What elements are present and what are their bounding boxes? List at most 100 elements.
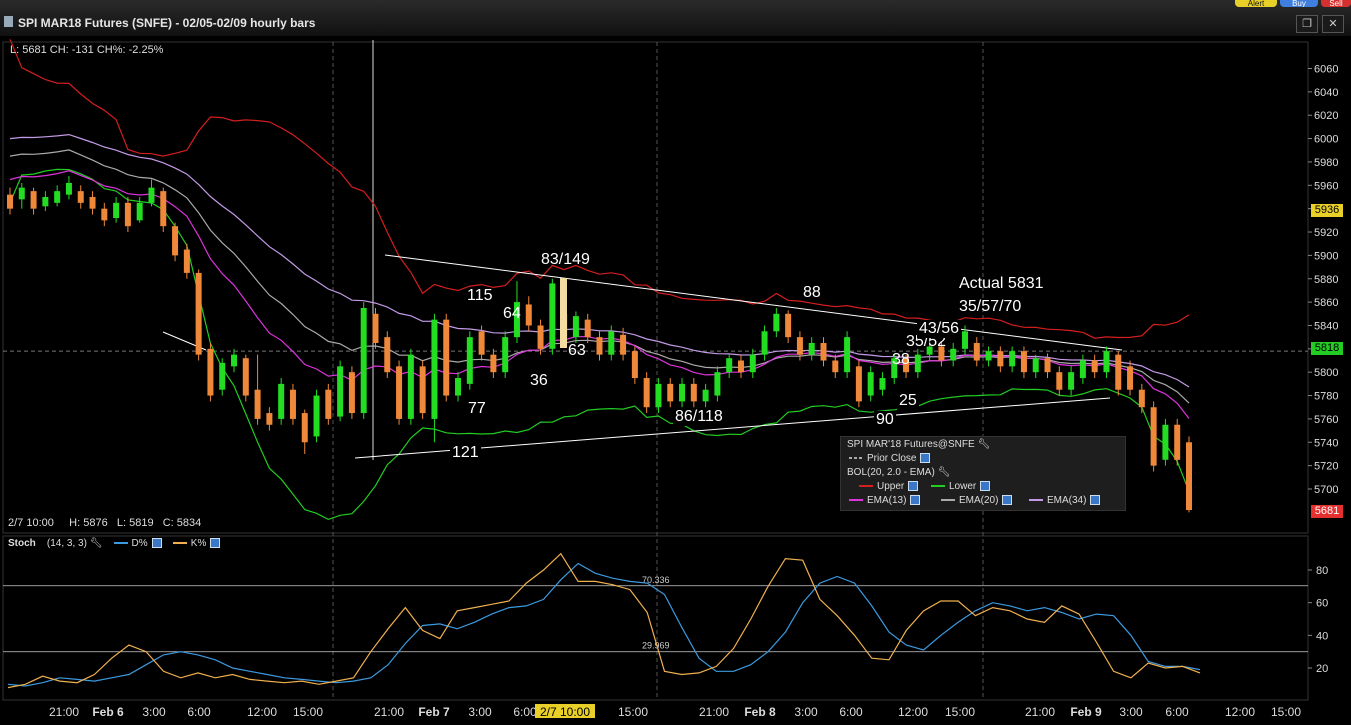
price-chart[interactable]: 6060604060206000598059605940592059005880… xyxy=(0,36,1351,725)
x-axis-label: 21:00 xyxy=(374,705,404,719)
candle-body xyxy=(348,372,355,414)
candle-body xyxy=(219,362,226,390)
candle-body xyxy=(101,208,108,221)
candle-body xyxy=(431,319,438,419)
lower-trendline xyxy=(354,397,1111,459)
x-axis-label: 15:00 xyxy=(618,705,648,719)
ema13-line xyxy=(9,170,1190,419)
annotation-38: 38 xyxy=(892,351,910,368)
price-axis-label: 5780 xyxy=(1314,391,1338,403)
crosshair-info: 2/7 10:00 H: 5876 L: 5819 C: 5834 xyxy=(8,517,201,529)
candle-body xyxy=(42,196,49,207)
prior-close-checkbox[interactable] xyxy=(920,453,931,464)
sell-button[interactable]: Sell xyxy=(1321,0,1351,7)
wrench-icon[interactable]: 🔧︎ xyxy=(977,439,991,450)
legend-ema13[interactable]: EMA(13) xyxy=(849,495,921,506)
upper-trendline xyxy=(384,254,1123,351)
candle-body xyxy=(655,383,662,408)
candle-body xyxy=(855,366,862,402)
x-axis-label: 6:00 xyxy=(839,705,863,719)
candle-body xyxy=(337,366,344,417)
prior-close-swatch xyxy=(849,457,863,460)
legend-upper[interactable]: Upper xyxy=(859,481,919,492)
buy-button[interactable]: Buy xyxy=(1280,0,1318,7)
candle-body xyxy=(1068,372,1075,390)
legend-ema34[interactable]: EMA(34) xyxy=(1029,495,1101,506)
last-price-tag: 5681 xyxy=(1311,505,1343,518)
candle-body xyxy=(1032,358,1039,373)
ema13-swatch xyxy=(849,499,863,502)
candle-body xyxy=(30,191,37,209)
legend-bol: BOL(20, 2.0 - EMA) 🔧︎ xyxy=(847,467,950,478)
wrench-icon[interactable]: 🔧︎ xyxy=(937,467,951,478)
candle-body xyxy=(513,302,520,338)
candle-body xyxy=(1091,360,1098,373)
legend-ema20[interactable]: EMA(20) xyxy=(941,495,1013,506)
legend-prior-close[interactable]: Prior Close xyxy=(849,453,931,464)
k-swatch xyxy=(172,542,187,545)
ema13-label: EMA(13) xyxy=(867,495,907,506)
candle-body xyxy=(113,202,120,219)
price-axis-label: 6060 xyxy=(1314,64,1338,76)
restore-window-button[interactable]: ❐ xyxy=(1296,15,1318,33)
candle-body xyxy=(478,331,485,355)
candle-body xyxy=(596,337,603,355)
candle-body xyxy=(820,342,827,361)
legend-lower[interactable]: Lower xyxy=(931,481,991,492)
candle-body xyxy=(124,202,131,227)
candle-body xyxy=(926,346,933,355)
candle-body xyxy=(89,196,96,209)
bollinger-upper-line xyxy=(9,39,1190,339)
x-axis-label: Feb 9 xyxy=(1070,705,1102,719)
x-axis-label: 21:00 xyxy=(1025,705,1055,719)
candle-body xyxy=(785,313,792,338)
stoch-axis-label: 20 xyxy=(1316,663,1328,675)
candle-body xyxy=(808,342,815,355)
upper-swatch xyxy=(859,485,873,488)
lower-checkbox[interactable] xyxy=(980,481,991,492)
candle-body xyxy=(1044,358,1051,373)
x-axis-label: 21:00 xyxy=(699,705,729,719)
price-panel-frame xyxy=(2,41,1309,534)
stoch-header: Stoch (14, 3, 3) 🔧︎ D% K% xyxy=(8,538,221,549)
candle-body xyxy=(643,378,650,408)
candle-body xyxy=(620,334,627,355)
ema13-checkbox[interactable] xyxy=(910,495,921,506)
x-axis-label: 12:00 xyxy=(1225,705,1255,719)
x-axis-label: 6:00 xyxy=(513,705,537,719)
candle-body xyxy=(360,307,367,414)
candle-body xyxy=(278,383,285,419)
candle-body xyxy=(549,283,556,349)
candle-body xyxy=(54,191,61,203)
x-axis-label: 12:00 xyxy=(898,705,928,719)
stoch-axis-label: 40 xyxy=(1316,630,1328,642)
legend-title-row: SPI MAR'18 Futures@SNFE 🔧︎ xyxy=(847,439,990,450)
ema20-swatch xyxy=(941,499,955,502)
ema20-checkbox[interactable] xyxy=(1002,495,1013,506)
prior-close-label: Prior Close xyxy=(867,453,917,464)
ema34-checkbox[interactable] xyxy=(1090,495,1101,506)
candle-body xyxy=(148,187,155,203)
alert-button[interactable]: Alert xyxy=(1235,0,1277,7)
candle-body xyxy=(572,316,579,338)
k-checkbox[interactable] xyxy=(210,538,221,549)
candle-body xyxy=(796,337,803,355)
candle-body xyxy=(584,319,591,338)
x-axis-label: 21:00 xyxy=(49,705,79,719)
wrench-icon[interactable]: 🔧︎ xyxy=(89,538,103,549)
candle-body xyxy=(455,378,462,396)
candle-body xyxy=(844,337,851,373)
d-checkbox[interactable] xyxy=(151,538,162,549)
candle-body xyxy=(183,249,190,273)
candle-body xyxy=(1009,351,1016,367)
candle-body xyxy=(867,372,874,396)
chart-window-icon xyxy=(4,16,13,27)
d-label: D% xyxy=(131,538,148,549)
close-window-button[interactable]: ✕ xyxy=(1322,15,1344,33)
upper-checkbox[interactable] xyxy=(908,481,919,492)
prior-close-tag: 5936 xyxy=(1311,204,1343,217)
candle-body xyxy=(1174,424,1181,460)
candle-body xyxy=(702,389,709,402)
price-axis-label: 5760 xyxy=(1314,414,1338,426)
candle-body xyxy=(714,372,721,396)
